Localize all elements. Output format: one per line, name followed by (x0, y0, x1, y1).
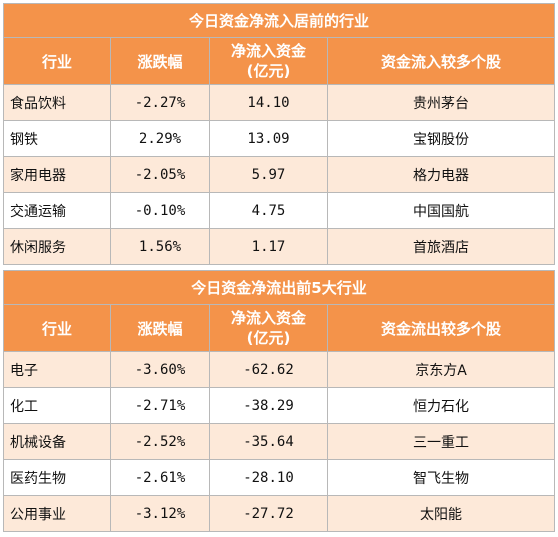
table-row: 食品饮料 -2.27% 14.10 贵州茅台 (3, 84, 556, 121)
outflow-table: 今日资金净流出前5大行业 行业 涨跌幅 净流入资金 (亿元) 资金流出较多个股 电… (2, 270, 556, 532)
inflow-title: 今日资金净流入居前的行业 (2, 3, 556, 38)
change-cell: -3.12% (110, 495, 210, 532)
inflow-header-net-line1: 净流入资金 (230, 42, 306, 60)
net-cell: -28.10 (209, 459, 328, 496)
outflow-header-change: 涨跌幅 (110, 304, 210, 352)
change-cell: -2.61% (110, 459, 210, 496)
table-row: 化工 -2.71% -38.29 恒力石化 (3, 387, 556, 424)
industry-cell: 公用事业 (3, 495, 111, 532)
change-cell: -2.27% (110, 84, 210, 121)
stock-cell: 京东方A (326, 351, 556, 388)
table-row: 家用电器 -2.05% 5.97 格力电器 (3, 156, 556, 193)
change-cell: 2.29% (110, 120, 210, 157)
net-cell: 14.10 (209, 84, 328, 121)
stock-cell: 智飞生物 (326, 459, 556, 496)
industry-cell: 钢铁 (3, 120, 111, 157)
industry-cell: 食品饮料 (3, 84, 111, 121)
outflow-header-net-line1: 净流入资金 (230, 309, 306, 327)
net-cell: -38.29 (209, 387, 328, 424)
stock-cell: 首旅酒店 (326, 228, 556, 265)
inflow-header-net-unit: (亿元) (246, 62, 291, 80)
stock-cell: 贵州茅台 (326, 84, 556, 121)
industry-cell: 家用电器 (3, 156, 111, 193)
outflow-header-stock: 资金流出较多个股 (326, 304, 556, 352)
inflow-header-stock: 资金流入较多个股 (326, 37, 556, 85)
table-row: 电子 -3.60% -62.62 京东方A (3, 351, 556, 388)
change-cell: -3.60% (110, 351, 210, 388)
table-row: 休闲服务 1.56% 1.17 首旅酒店 (3, 228, 556, 265)
table-row: 机械设备 -2.52% -35.64 三一重工 (3, 423, 556, 460)
inflow-header-industry: 行业 (3, 37, 111, 85)
inflow-table: 今日资金净流入居前的行业 行业 涨跌幅 净流入资金 (亿元) 资金流入较多个股 食… (2, 3, 556, 265)
industry-cell: 医药生物 (3, 459, 111, 496)
change-cell: -2.71% (110, 387, 210, 424)
net-cell: -35.64 (209, 423, 328, 460)
industry-cell: 电子 (3, 351, 111, 388)
industry-cell: 休闲服务 (3, 228, 111, 265)
stock-cell: 格力电器 (326, 156, 556, 193)
stock-cell: 三一重工 (326, 423, 556, 460)
stock-cell: 宝钢股份 (326, 120, 556, 157)
inflow-header-change: 涨跌幅 (110, 37, 210, 85)
outflow-header-net-unit: (亿元) (246, 329, 291, 347)
inflow-header-net: 净流入资金 (亿元) (209, 37, 328, 85)
net-cell: 1.17 (209, 228, 328, 265)
net-cell: 5.97 (209, 156, 328, 193)
table-row: 交通运输 -0.10% 4.75 中国国航 (3, 192, 556, 229)
industry-cell: 交通运输 (3, 192, 111, 229)
change-cell: -2.05% (110, 156, 210, 193)
industry-cell: 化工 (3, 387, 111, 424)
net-cell: 4.75 (209, 192, 328, 229)
change-cell: 1.56% (110, 228, 210, 265)
net-cell: 13.09 (209, 120, 328, 157)
stock-cell: 太阳能 (326, 495, 556, 532)
table-row: 医药生物 -2.61% -28.10 智飞生物 (3, 459, 556, 496)
net-cell: -62.62 (209, 351, 328, 388)
net-cell: -27.72 (209, 495, 328, 532)
outflow-header-net: 净流入资金 (亿元) (209, 304, 328, 352)
stock-cell: 恒力石化 (326, 387, 556, 424)
outflow-header-industry: 行业 (3, 304, 111, 352)
change-cell: -2.52% (110, 423, 210, 460)
table-row: 公用事业 -3.12% -27.72 太阳能 (3, 495, 556, 532)
table-row: 钢铁 2.29% 13.09 宝钢股份 (3, 120, 556, 157)
industry-cell: 机械设备 (3, 423, 111, 460)
change-cell: -0.10% (110, 192, 210, 229)
stock-cell: 中国国航 (326, 192, 556, 229)
outflow-title: 今日资金净流出前5大行业 (2, 270, 556, 305)
